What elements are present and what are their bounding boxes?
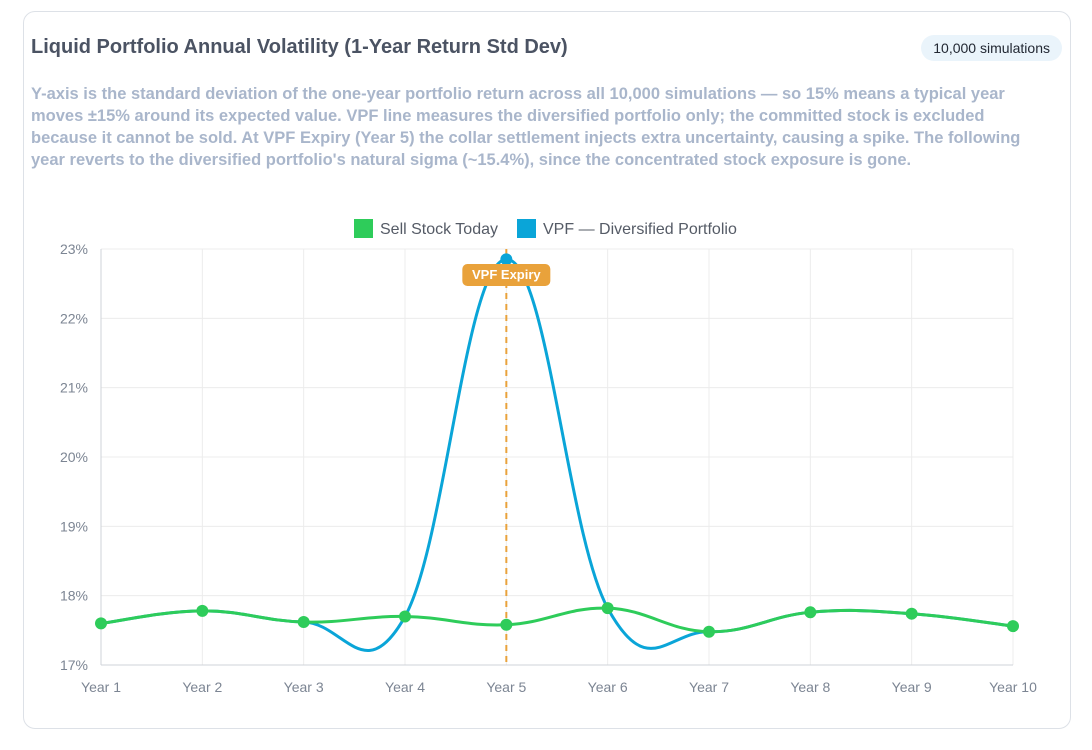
x-tick-label: Year 7 bbox=[689, 679, 729, 695]
y-tick-label: 21% bbox=[60, 380, 88, 396]
x-tick-label: Year 10 bbox=[989, 679, 1037, 695]
sell-stock-data-point bbox=[500, 618, 513, 631]
sell-stock-data-point bbox=[196, 604, 209, 617]
sell-stock-data-point bbox=[905, 607, 918, 620]
y-tick-label: 22% bbox=[60, 310, 88, 326]
y-tick-label: 17% bbox=[60, 657, 88, 673]
legend-label-sell-stock: Sell Stock Today bbox=[380, 221, 498, 238]
x-tick-label: Year 8 bbox=[790, 679, 830, 695]
sell-stock-data-point bbox=[804, 606, 817, 619]
y-tick-label: 20% bbox=[60, 449, 88, 465]
chart-title: Liquid Portfolio Annual Volatility (1-Ye… bbox=[31, 36, 568, 58]
sell-stock-series-line bbox=[100, 606, 1014, 634]
sell-stock-data-point bbox=[601, 602, 614, 615]
legend-swatch-vpf bbox=[517, 219, 536, 238]
x-tick-label: Year 3 bbox=[284, 679, 324, 695]
x-tick-label: Year 4 bbox=[385, 679, 425, 695]
sell-stock-data-point bbox=[399, 610, 411, 623]
x-tick-label: Year 1 bbox=[81, 679, 121, 695]
vpf-expiry-label: VPF Expiry bbox=[472, 267, 541, 282]
x-tick-label: Year 2 bbox=[182, 679, 222, 695]
chart-description: Y-axis is the standard deviation of the … bbox=[31, 85, 1021, 169]
x-tick-label: Year 9 bbox=[892, 679, 932, 695]
legend-label-vpf: VPF — Diversified Portfolio bbox=[543, 221, 737, 238]
sell-stock-data-point bbox=[95, 617, 107, 630]
sell-stock-data-point bbox=[703, 625, 715, 638]
simulations-badge: 10,000 simulations bbox=[921, 35, 1062, 61]
sell-stock-data-point bbox=[297, 616, 310, 629]
y-tick-label: 18% bbox=[60, 588, 88, 604]
vpf-data-point bbox=[500, 253, 513, 266]
x-tick-label: Year 5 bbox=[486, 679, 526, 695]
vpf-expiry-label-box bbox=[462, 264, 551, 286]
sell-stock-data-point bbox=[1007, 620, 1019, 633]
y-tick-label: 19% bbox=[60, 518, 88, 534]
y-tick-label: 23% bbox=[60, 241, 88, 257]
legend-swatch-sell-stock bbox=[354, 219, 373, 238]
x-tick-label: Year 6 bbox=[588, 679, 628, 695]
